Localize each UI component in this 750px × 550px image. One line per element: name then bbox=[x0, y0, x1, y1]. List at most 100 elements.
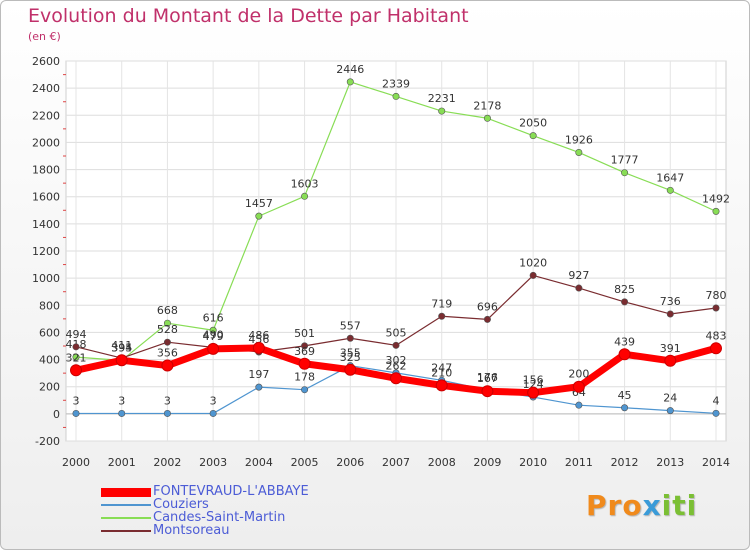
data-label-montsoreau: 456 bbox=[248, 333, 269, 346]
legend-label-candes: Candes-Saint-Martin bbox=[153, 510, 286, 525]
data-point-montsoreau bbox=[483, 315, 491, 323]
legend-item-candes: Candes-Saint-Martin bbox=[101, 511, 309, 524]
y-tick-label: 1000 bbox=[32, 272, 60, 285]
data-point-candes-saint-martin bbox=[72, 353, 80, 361]
data-point-fontevraud-l-abbaye bbox=[710, 342, 722, 355]
y-tick-label: 400 bbox=[39, 354, 60, 367]
data-label-montsoreau: 490 bbox=[203, 328, 224, 341]
data-point-fontevraud-l-abbaye bbox=[390, 372, 402, 385]
data-label-couziers: 302 bbox=[386, 354, 407, 367]
brand-logo: Proxiti bbox=[586, 489, 697, 522]
data-point-candes-saint-martin bbox=[163, 319, 171, 327]
data-label-montsoreau: 494 bbox=[66, 328, 87, 341]
x-tick-label: 2004 bbox=[245, 456, 273, 469]
chart-title: Evolution du Montant de la Dette par Hab… bbox=[28, 5, 469, 27]
data-point-candes-saint-martin bbox=[346, 78, 354, 86]
data-point-fontevraud-l-abbaye bbox=[344, 363, 357, 376]
data-label-couziers: 3 bbox=[73, 394, 80, 407]
data-label-couziers: 247 bbox=[431, 361, 452, 374]
data-label-couziers: 178 bbox=[294, 371, 315, 384]
legend-item-fontevraud: FONTEVRAUD-L'ABBAYE bbox=[101, 485, 309, 498]
data-label-candes-saint-martin: 1457 bbox=[245, 197, 273, 210]
data-label-montsoreau: 780 bbox=[706, 289, 727, 302]
y-tick-label: -200 bbox=[35, 435, 60, 448]
legend-item-couziers: Couziers bbox=[101, 498, 309, 511]
data-label-montsoreau: 927 bbox=[568, 269, 589, 282]
brand-logo-part2: x bbox=[642, 489, 662, 522]
x-tick-label: 2013 bbox=[656, 456, 684, 469]
data-point-montsoreau bbox=[301, 342, 309, 350]
data-label-candes-saint-martin: 1647 bbox=[656, 171, 684, 184]
x-tick-label: 2005 bbox=[291, 456, 319, 469]
data-point-candes-saint-martin bbox=[529, 132, 537, 140]
brand-logo-part1: Pro bbox=[586, 489, 643, 522]
data-label-candes-saint-martin: 2231 bbox=[428, 92, 456, 105]
data-point-couziers bbox=[575, 401, 583, 409]
y-tick-label: 2600 bbox=[32, 55, 60, 68]
series-candes-saint-martin: 4183946686161457160324462339223121782050… bbox=[66, 63, 730, 364]
data-label-montsoreau: 696 bbox=[477, 300, 498, 313]
legend-swatch-candes bbox=[101, 516, 151, 519]
data-label-couziers: 3 bbox=[164, 394, 171, 407]
data-label-couziers: 24 bbox=[663, 392, 677, 405]
y-tick-label: 2400 bbox=[32, 82, 60, 95]
y-tick-label: 600 bbox=[39, 326, 60, 339]
data-point-fontevraud-l-abbaye bbox=[618, 348, 631, 361]
x-tick-label: 2008 bbox=[428, 456, 456, 469]
data-label-couziers: 45 bbox=[618, 389, 632, 402]
data-point-fontevraud-l-abbaye bbox=[298, 357, 311, 370]
y-tick-label: 0 bbox=[53, 408, 60, 421]
data-point-fontevraud-l-abbaye bbox=[664, 354, 677, 367]
data-label-candes-saint-martin: 2339 bbox=[382, 77, 410, 90]
data-label-montsoreau: 505 bbox=[386, 326, 407, 339]
y-tick-label: 2200 bbox=[32, 109, 60, 122]
data-point-couziers bbox=[209, 409, 217, 417]
data-label-fontevraud-l-abbaye: 325 bbox=[340, 351, 361, 364]
data-label-couziers: 3 bbox=[118, 394, 125, 407]
y-tick-label: 1200 bbox=[32, 245, 60, 258]
data-label-fontevraud-l-abbaye: 486 bbox=[248, 329, 269, 342]
data-point-couziers bbox=[301, 386, 309, 394]
data-label-candes-saint-martin: 2178 bbox=[473, 99, 501, 112]
x-tick-label: 2010 bbox=[519, 456, 547, 469]
data-point-candes-saint-martin bbox=[301, 192, 309, 200]
legend-label-fontevraud: FONTEVRAUD-L'ABBAYE bbox=[153, 484, 309, 499]
data-point-montsoreau bbox=[712, 304, 720, 312]
x-tick-label: 2007 bbox=[382, 456, 410, 469]
y-tick-label: 1800 bbox=[32, 164, 60, 177]
data-label-couziers: 124 bbox=[523, 378, 544, 391]
data-label-montsoreau: 736 bbox=[660, 295, 681, 308]
x-tick-label: 2012 bbox=[611, 456, 639, 469]
data-label-fontevraud-l-abbaye: 262 bbox=[386, 359, 407, 372]
data-point-candes-saint-martin bbox=[438, 107, 446, 115]
data-label-couziers: 4 bbox=[713, 394, 720, 407]
data-label-montsoreau: 528 bbox=[157, 323, 178, 336]
data-point-fontevraud-l-abbaye bbox=[435, 379, 448, 392]
x-tick-label: 2014 bbox=[702, 456, 730, 469]
data-label-candes-saint-martin: 1926 bbox=[565, 133, 593, 146]
data-point-montsoreau bbox=[72, 343, 80, 351]
data-point-candes-saint-martin bbox=[621, 169, 629, 177]
data-point-montsoreau bbox=[575, 284, 583, 292]
data-point-candes-saint-martin bbox=[255, 212, 263, 220]
data-point-couziers bbox=[72, 409, 80, 417]
data-label-fontevraud-l-abbaye: 369 bbox=[294, 345, 315, 358]
x-tick-label: 2003 bbox=[199, 456, 227, 469]
data-point-couziers bbox=[118, 409, 126, 417]
x-tick-label: 2006 bbox=[336, 456, 364, 469]
y-tick-label: 800 bbox=[39, 299, 60, 312]
data-point-couziers bbox=[163, 409, 171, 417]
data-label-fontevraud-l-abbaye: 391 bbox=[660, 342, 681, 355]
data-label-montsoreau: 411 bbox=[111, 339, 132, 352]
data-point-fontevraud-l-abbaye bbox=[115, 354, 128, 367]
data-label-candes-saint-martin: 1492 bbox=[702, 192, 730, 205]
data-point-montsoreau bbox=[392, 341, 400, 349]
data-label-fontevraud-l-abbaye: 483 bbox=[706, 329, 727, 342]
legend-swatch-montsoreau bbox=[101, 529, 151, 532]
data-point-couziers bbox=[666, 407, 674, 415]
data-point-couziers bbox=[621, 404, 629, 412]
brand-logo-part3: iti bbox=[661, 489, 698, 522]
data-label-fontevraud-l-abbaye: 395 bbox=[111, 341, 132, 354]
